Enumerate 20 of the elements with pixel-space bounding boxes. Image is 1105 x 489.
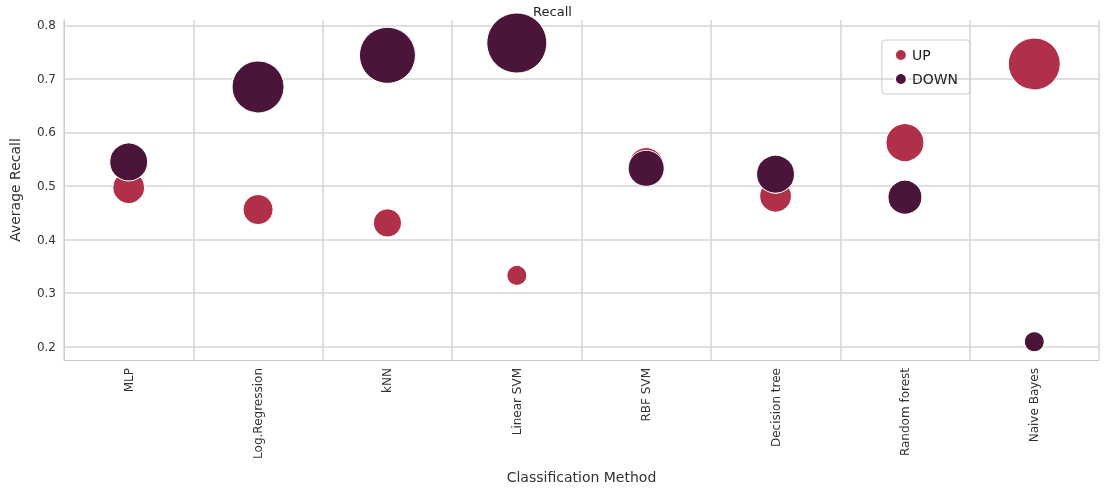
x-tick-label: Linear SVM — [509, 368, 524, 436]
x-tick-label: kNN — [380, 368, 395, 393]
y-tick-label: 0.8 — [36, 18, 56, 33]
x-tick-label: Naive Bayes — [1027, 368, 1042, 443]
x-tick-label: RBF SVM — [639, 368, 654, 422]
y-tick-label: 0.4 — [36, 232, 56, 247]
legend-label: DOWN — [911, 71, 959, 87]
y-tick-label: 0.3 — [36, 286, 56, 301]
x-tick-label: Log.Regression — [251, 368, 266, 459]
x-axis-title: Classification Method — [506, 469, 657, 485]
x-tick-label: Decision tree — [768, 368, 783, 448]
y-axis-title: Average Recall — [7, 138, 23, 242]
y-tick-label: 0.7 — [36, 71, 56, 86]
legend-label: UP — [911, 47, 931, 63]
chart-title: Recall — [533, 4, 572, 19]
x-tick-label: MLP — [121, 368, 136, 393]
y-tick-label: 0.6 — [36, 125, 56, 140]
y-tick-label: 0.5 — [36, 178, 56, 193]
x-tick-label: Random forest — [897, 367, 912, 457]
y-tick-label: 0.2 — [36, 339, 56, 354]
